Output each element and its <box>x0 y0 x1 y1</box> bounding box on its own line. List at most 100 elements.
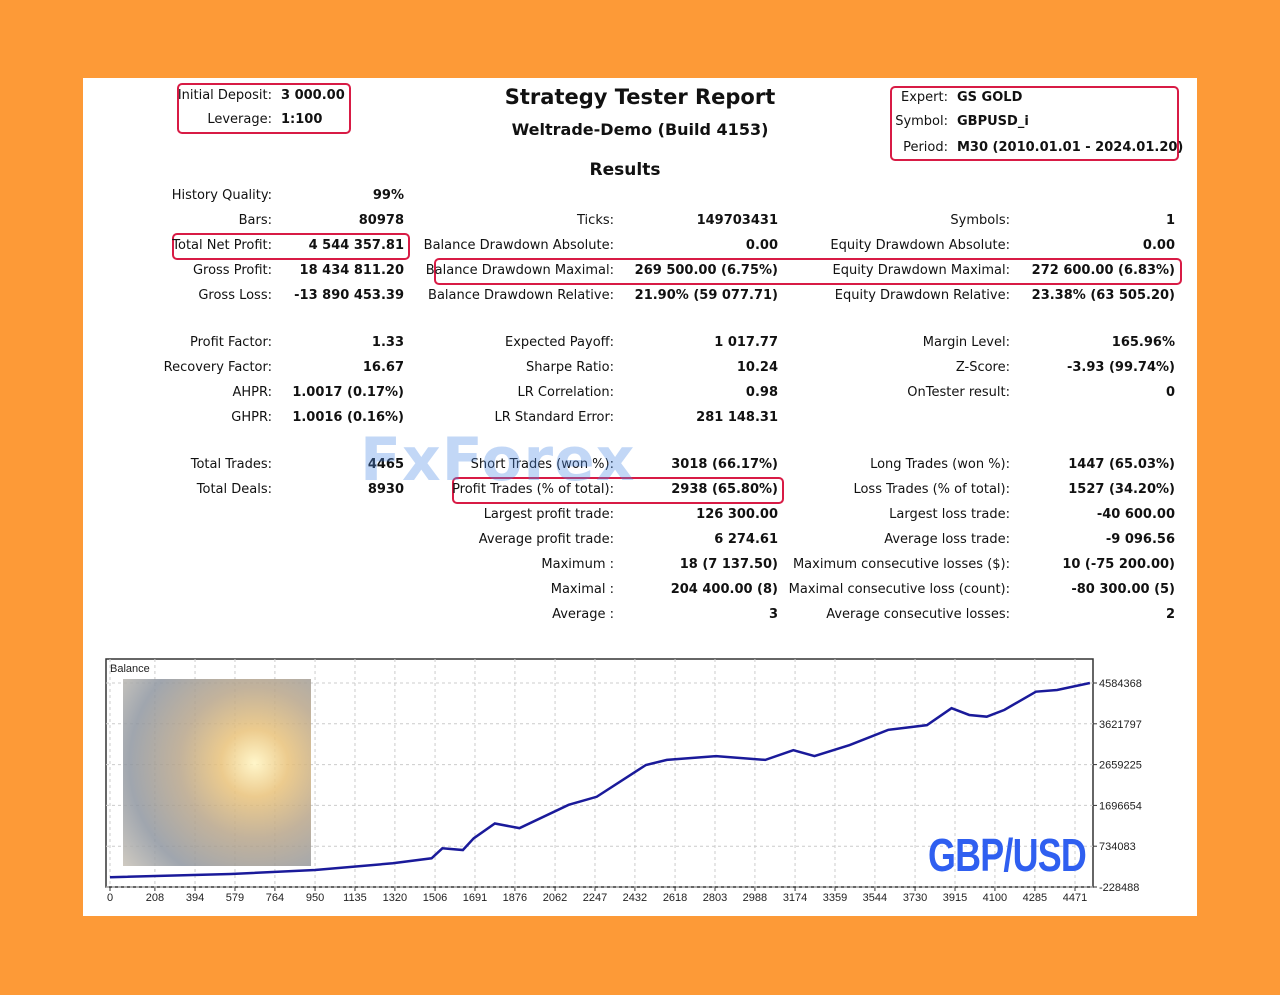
x-tick-label: 3359 <box>823 892 847 904</box>
stat-label: LR Correlation: <box>517 385 614 400</box>
stat-value: -3.93 (99.74%) <box>1066 360 1175 375</box>
x-tick-label: 3544 <box>863 892 887 904</box>
stat-value: 0.00 <box>1142 238 1175 253</box>
x-tick-label: 1135 <box>343 892 367 904</box>
x-tick-label: 394 <box>186 892 204 904</box>
balance-line <box>109 681 1091 879</box>
y-tick-label: 734083 <box>1099 841 1136 853</box>
leverage-label: Leverage: <box>207 112 272 127</box>
stat-label: Loss Trades (% of total): <box>853 482 1010 497</box>
stat-label: Average consecutive losses: <box>826 607 1010 622</box>
x-tick-label: 2062 <box>543 892 567 904</box>
stat-value: 80978 <box>358 213 404 228</box>
stat-label: Average profit trade: <box>478 532 614 547</box>
stat-label: Average loss trade: <box>884 532 1010 547</box>
stat-value: 10 (-75 200.00) <box>1062 557 1175 572</box>
stat-label: Profit Factor: <box>190 335 272 350</box>
results-heading: Results <box>589 160 661 180</box>
x-tick-label: 950 <box>306 892 324 904</box>
stat-label: Margin Level: <box>922 335 1010 350</box>
stat-label: Equity Drawdown Relative: <box>834 288 1010 303</box>
x-tick-label: 3730 <box>903 892 927 904</box>
expert-highlight <box>890 86 1179 161</box>
stat-label: Largest profit trade: <box>483 507 614 522</box>
leverage-value: 1:100 <box>281 112 323 127</box>
initial-deposit-label: Initial Deposit: <box>177 88 272 103</box>
stat-label: Balance Drawdown Absolute: <box>423 238 614 253</box>
chart-title: Balance <box>110 663 150 675</box>
stat-value: 1 017.77 <box>714 335 778 350</box>
stat-label: Bars: <box>238 213 272 228</box>
stat-value: 0 <box>1165 385 1175 400</box>
stat-value: 23.38% (63 505.20) <box>1031 288 1175 303</box>
stat-label: Maximum consecutive losses ($): <box>792 557 1010 572</box>
x-tick-label: 579 <box>226 892 244 904</box>
stat-label: Ticks: <box>577 213 614 228</box>
stat-value: 2938 (65.80%) <box>671 482 778 497</box>
y-tick-label: -228488 <box>1099 882 1139 894</box>
stat-value: 1.0017 (0.17%) <box>292 385 404 400</box>
stat-label: Profit Trades (% of total): <box>452 482 614 497</box>
symbol-label: Symbol: <box>895 114 948 129</box>
stat-label: Total Trades: <box>190 457 272 472</box>
net-profit-highlight <box>172 233 410 260</box>
period-label: Period: <box>903 140 948 155</box>
stat-value: 269 500.00 (6.75%) <box>634 263 778 278</box>
stat-label: Maximal consecutive loss (count): <box>788 582 1010 597</box>
stat-label: Short Trades (won %): <box>470 457 614 472</box>
stat-label: Maximum : <box>541 557 614 572</box>
y-tick-label: 3621797 <box>1099 719 1142 731</box>
stat-label: Gross Loss: <box>198 288 272 303</box>
x-tick-label: 1691 <box>463 892 487 904</box>
page-title: Strategy Tester Report <box>504 85 776 109</box>
stat-label: Balance Drawdown Relative: <box>428 288 614 303</box>
stat-label: Sharpe Ratio: <box>526 360 614 375</box>
stat-value: 3 <box>768 607 778 622</box>
stat-value: 204 400.00 (8) <box>670 582 778 597</box>
x-tick-label: 3174 <box>783 892 807 904</box>
pair-overlay-text: GBP/USD <box>928 829 1087 881</box>
y-tick-label: 4584368 <box>1099 678 1142 690</box>
x-tick-label: 4285 <box>1023 892 1047 904</box>
stat-value: 1447 (65.03%) <box>1068 457 1175 472</box>
stat-label: Expected Payoff: <box>505 335 614 350</box>
stat-value: 0.98 <box>745 385 778 400</box>
initial-deposit-value: 3 000.00 <box>281 88 345 103</box>
period-value: M30 (2010.01.01 - 2024.01.20) <box>957 140 1184 155</box>
stat-label: Equity Drawdown Absolute: <box>830 238 1010 253</box>
stat-value: 1.0016 (0.16%) <box>292 410 404 425</box>
stat-value: 4 544 357.81 <box>308 238 404 253</box>
stat-label: Long Trades (won %): <box>870 457 1010 472</box>
profit-trades-highlight <box>452 477 784 504</box>
stat-label: GHPR: <box>231 410 272 425</box>
stat-value: 2 <box>1165 607 1175 622</box>
stat-value: 8930 <box>367 482 404 497</box>
stat-label: History Quality: <box>171 188 272 203</box>
symbol-value: GBPUSD_i <box>957 114 1029 129</box>
stat-value: 272 600.00 (6.83%) <box>1031 263 1175 278</box>
stat-label: Symbols: <box>950 213 1010 228</box>
stat-label: Z-Score: <box>955 360 1010 375</box>
x-tick-label: 2803 <box>703 892 727 904</box>
x-tick-label: 0 <box>107 892 113 904</box>
y-tick-label: 2659225 <box>1099 760 1142 772</box>
expert-value: GS GOLD <box>957 90 1023 105</box>
stat-value: 126 300.00 <box>696 507 778 522</box>
x-tick-label: 4471 <box>1063 892 1087 904</box>
page-subtitle: Weltrade-Demo (Build 4153) <box>511 120 769 139</box>
x-tick-label: 1320 <box>383 892 407 904</box>
stat-value: -9 096.56 <box>1105 532 1175 547</box>
stat-value: 6 274.61 <box>714 532 778 547</box>
stat-label: Maximal : <box>550 582 614 597</box>
stat-value: 1 <box>1165 213 1175 228</box>
decorative-portrait-image <box>123 679 311 866</box>
stat-value: -40 600.00 <box>1096 507 1175 522</box>
stat-value: 4465 <box>367 457 404 472</box>
stat-value: 1527 (34.20%) <box>1068 482 1175 497</box>
stat-value: 18 434 811.20 <box>299 263 404 278</box>
x-tick-label: 1876 <box>503 892 527 904</box>
stat-value: 21.90% (59 077.71) <box>634 288 778 303</box>
x-tick-label: 208 <box>146 892 164 904</box>
stat-value: 165.96% <box>1111 335 1175 350</box>
expert-label: Expert: <box>901 90 948 105</box>
